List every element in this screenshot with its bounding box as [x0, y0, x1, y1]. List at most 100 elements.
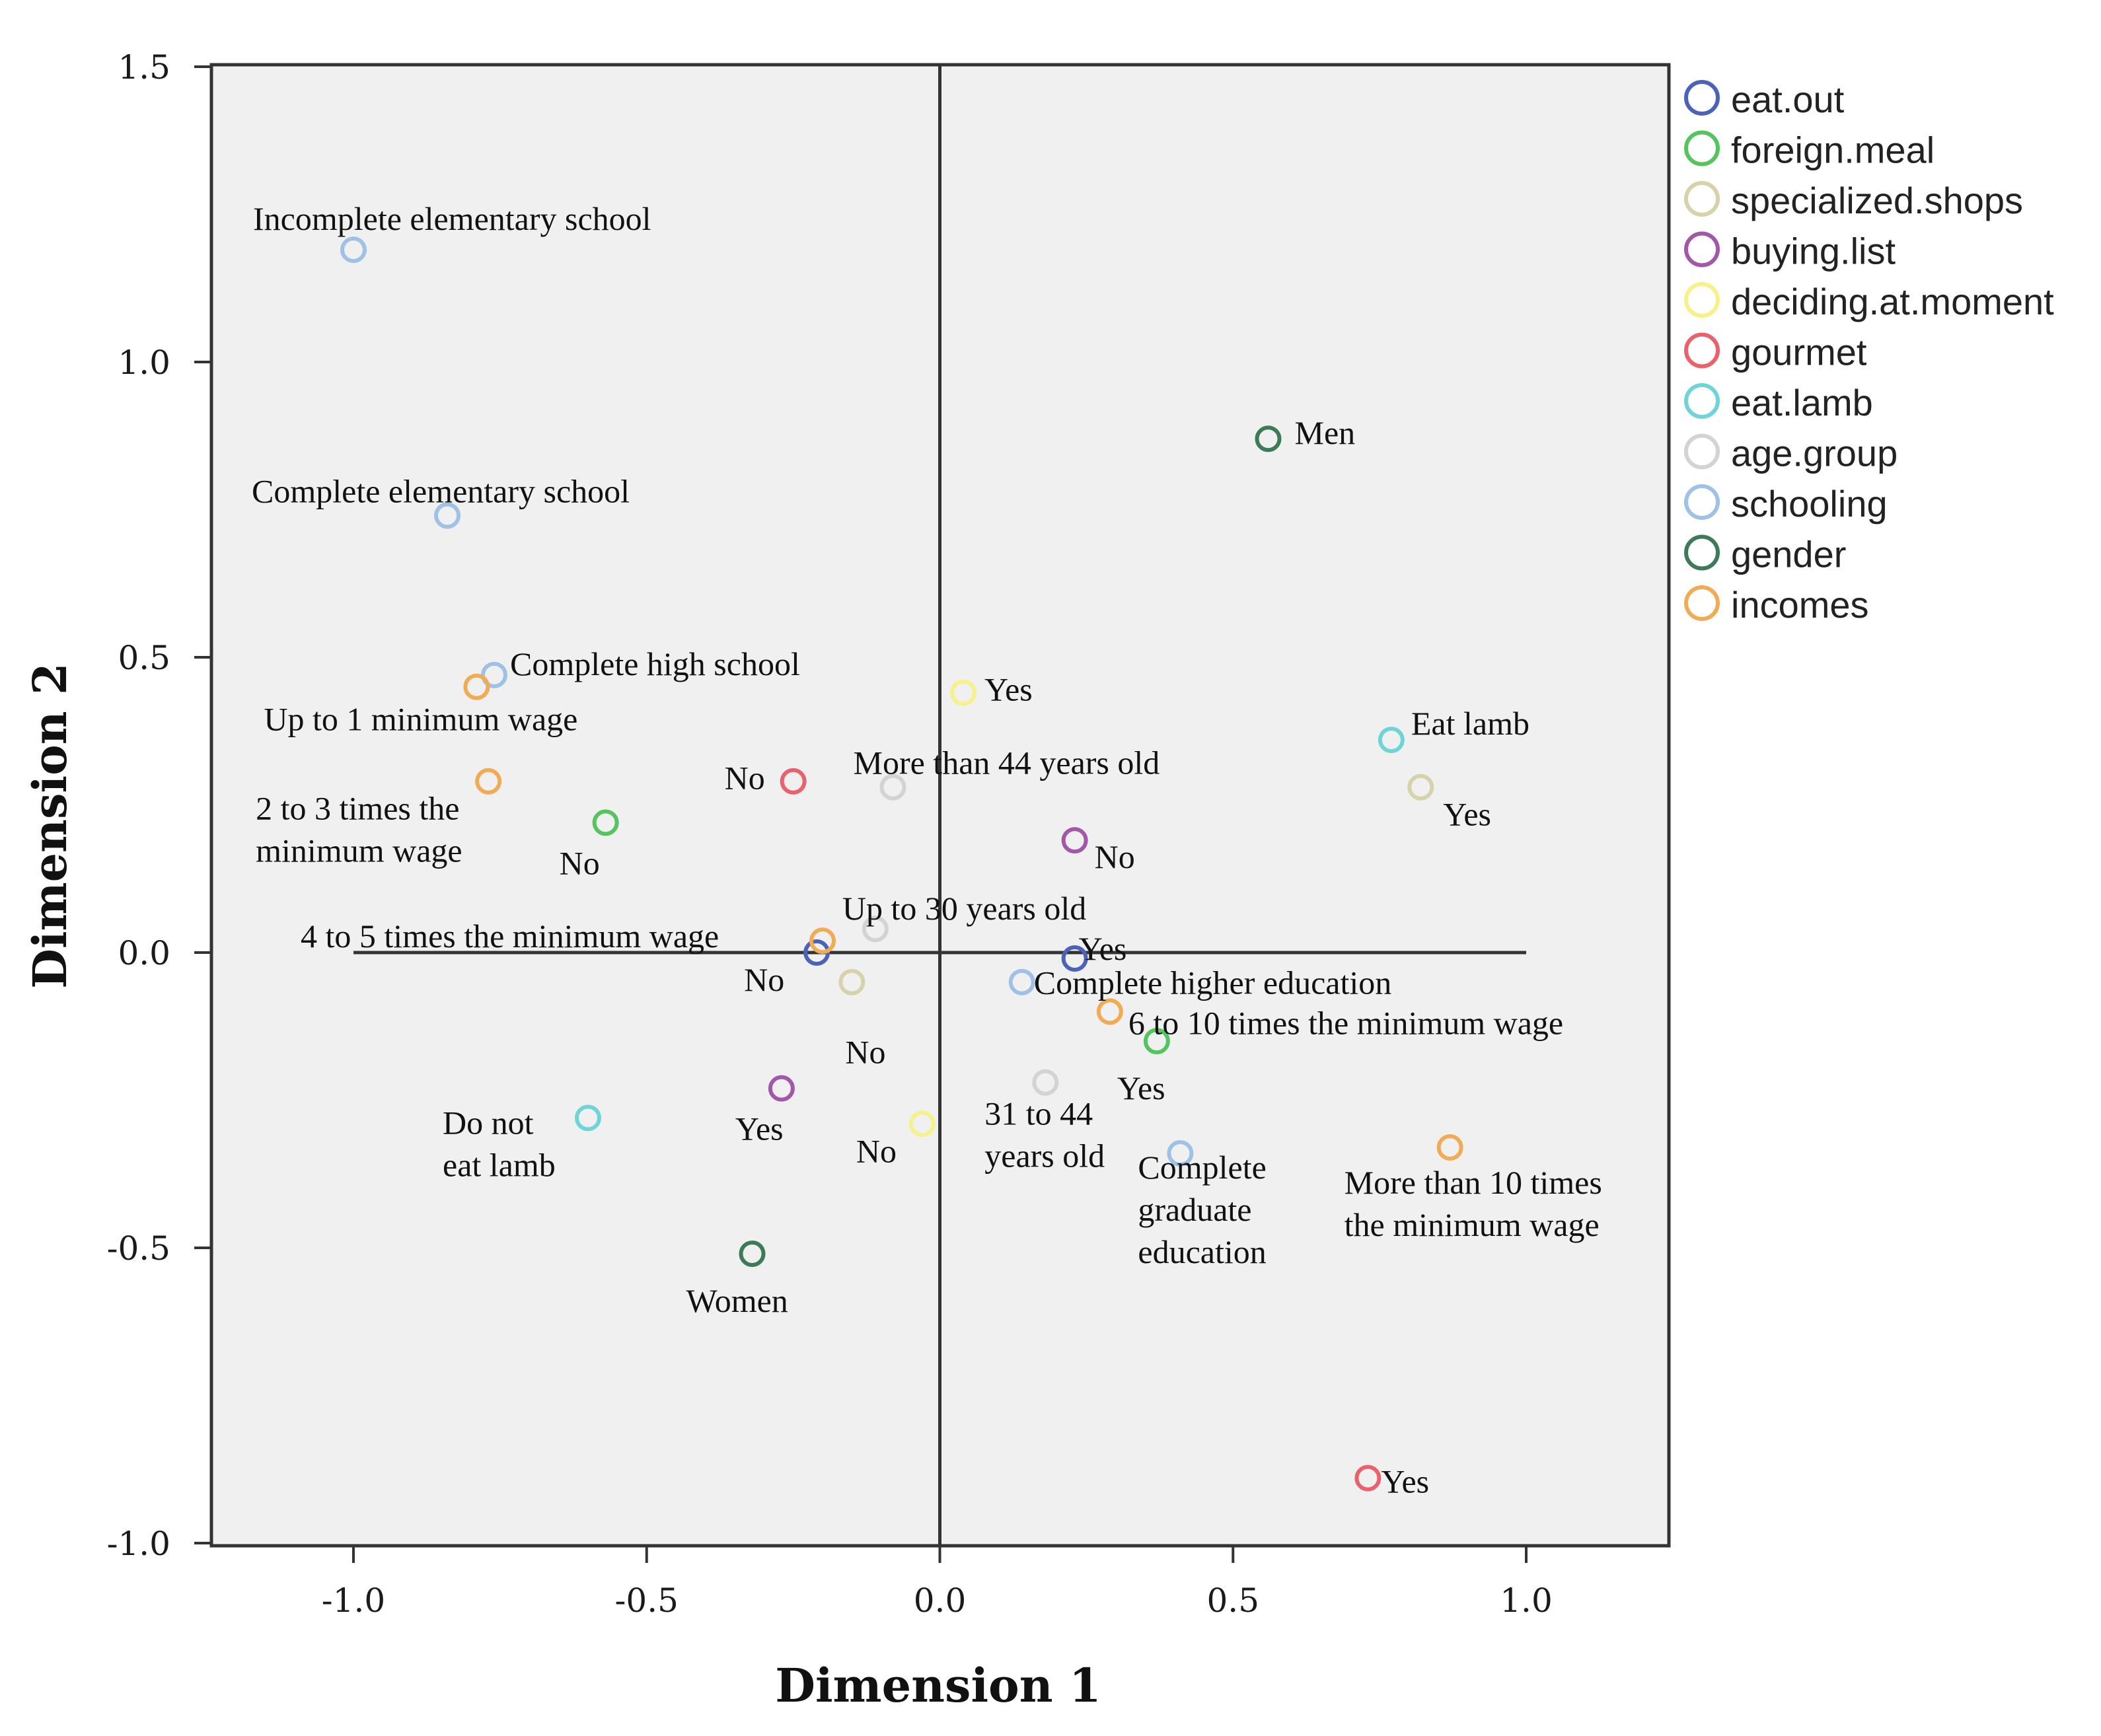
- point-label-incomes: More than 10 times: [1345, 1164, 1602, 1201]
- point-schooling-complete-high-school: [481, 661, 507, 688]
- legend: eat.out foreign.meal specialized.shops buyi…: [1684, 79, 2054, 626]
- point-specialized-shops-yes: [1407, 774, 1434, 801]
- point-label-incomes: 6 to 10 times the minimum wage: [1128, 1004, 1563, 1041]
- point-label-foreign-meal: Yes: [1117, 1069, 1165, 1106]
- legend-label-incomes: incomes: [1731, 584, 1869, 626]
- point-label-schooling: Complete elementary school: [252, 472, 630, 509]
- legend-label-eat-out: eat.out: [1731, 79, 1845, 120]
- legend-marker-specialized-shops: [1684, 181, 1720, 217]
- point-label-schooling: Complete high school: [510, 645, 800, 682]
- y-tick-label: 0.0: [118, 934, 170, 972]
- point-label-age-group: More than 44 years old: [854, 744, 1160, 781]
- data-points: [340, 236, 1463, 1492]
- legend-marker-eat-out: [1684, 80, 1720, 116]
- legend-marker-schooling: [1684, 484, 1720, 520]
- point-label-incomes: the minimum wage: [1345, 1206, 1600, 1243]
- point-incomes-4-to-5-times-the-minimum-wage: [809, 927, 836, 955]
- point-foreign-meal-yes: [1143, 1028, 1170, 1055]
- point-eat-out-yes: [1061, 945, 1088, 972]
- point-age-group-31-to-44-years-old: [1032, 1069, 1059, 1096]
- point-schooling-incomplete-elementary-school: [340, 236, 367, 264]
- point-label-foreign-meal: No: [560, 844, 600, 881]
- legend-marker-buying-list: [1684, 231, 1720, 268]
- legend-label-schooling: schooling: [1731, 483, 1888, 524]
- point-label-incomes: Up to 1 minimum wage: [264, 701, 577, 738]
- point-gourmet-no: [780, 768, 807, 795]
- legend-marker-incomes: [1684, 585, 1720, 621]
- legend-marker-foreign-meal: [1684, 130, 1720, 166]
- x-tick-label: 0.5: [1206, 1581, 1259, 1620]
- point-label-buying-list: No: [1095, 838, 1135, 875]
- point-gender-women: [739, 1240, 766, 1267]
- legend-label-gender: gender: [1731, 534, 1846, 575]
- point-label-eat-out: Yes: [1079, 930, 1127, 967]
- point-incomes-more-than-10-times-the-minimum-wage: [1436, 1134, 1463, 1161]
- point-labels: No Yes No Yes No Yes No Yes Yes No No Yes Eat lamb Do…: [252, 200, 1602, 1500]
- point-gender-men: [1255, 425, 1282, 452]
- point-label-specialized-shops: No: [845, 1034, 885, 1071]
- x-tick-label: 0.0: [914, 1581, 967, 1620]
- point-schooling-complete-elementary-school: [434, 502, 461, 529]
- legend-marker-gender: [1684, 534, 1720, 571]
- point-label-eat-lamb: Do not: [443, 1104, 534, 1141]
- point-incomes-2-to-3-times-the-minimum-wage: [475, 768, 502, 795]
- point-label-schooling: Complete: [1138, 1149, 1266, 1186]
- x-tick-label: -0.5: [615, 1581, 679, 1620]
- point-schooling-complete-higher-education: [1008, 968, 1035, 995]
- legend-label-specialized-shops: specialized.shops: [1731, 180, 2023, 221]
- point-age-group-more-than-44-years-old: [879, 774, 906, 801]
- point-label-eat-lamb: Eat lamb: [1411, 705, 1530, 742]
- legend-marker-age-group: [1684, 433, 1720, 470]
- point-label-gender: Women: [686, 1282, 788, 1319]
- point-label-eat-out: No: [744, 961, 784, 998]
- point-label-incomes: minimum wage: [256, 832, 462, 869]
- point-label-eat-lamb: eat lamb: [443, 1146, 556, 1183]
- x-tick-label: 1.0: [1500, 1581, 1553, 1620]
- point-schooling-complete-graduate-education: [1167, 1139, 1194, 1167]
- x-axis-title: Dimension 1: [775, 1658, 1101, 1713]
- point-label-age-group: years old: [984, 1138, 1105, 1175]
- point-foreign-meal-no: [592, 809, 619, 836]
- point-buying-list-no: [1061, 827, 1088, 854]
- point-incomes-6-to-10-times-the-minimum-wage: [1096, 998, 1123, 1025]
- point-label-schooling: graduate: [1138, 1191, 1251, 1228]
- y-tick-label: 1.5: [118, 48, 170, 87]
- point-buying-list-yes: [768, 1075, 795, 1102]
- y-tick-label: -1.0: [107, 1525, 170, 1563]
- point-label-age-group: Up to 30 years old: [842, 890, 1086, 927]
- point-gourmet-yes: [1354, 1465, 1382, 1492]
- y-axis-title: Dimension 2: [22, 663, 77, 988]
- legend-label-buying-list: buying.list: [1731, 231, 1896, 272]
- point-specialized-shops-no: [838, 968, 866, 995]
- point-label-incomes: 2 to 3 times the: [256, 790, 459, 827]
- point-deciding-at-moment-no: [908, 1110, 936, 1138]
- legend-label-eat-lamb: eat.lamb: [1731, 382, 1873, 423]
- point-label-buying-list: Yes: [735, 1110, 784, 1147]
- point-label-gourmet: No: [725, 760, 765, 797]
- point-incomes-up-to-1-minimum-wage: [463, 673, 490, 700]
- point-eat-lamb-do-not-eat-lamb: [575, 1104, 601, 1132]
- legend-marker-eat-lamb: [1684, 383, 1720, 419]
- y-tick-label: 1.0: [118, 344, 170, 382]
- point-age-group-up-to-30-years-old: [862, 916, 889, 943]
- point-label-incomes: 4 to 5 times the minimum wage: [301, 918, 719, 955]
- point-label-specialized-shops: Yes: [1443, 796, 1491, 833]
- point-eat-lamb-eat-lamb: [1378, 727, 1405, 754]
- x-tick-label: -1.0: [322, 1581, 385, 1620]
- point-label-deciding-at-moment: Yes: [984, 671, 1033, 708]
- point-label-schooling: Complete higher education: [1034, 964, 1392, 1001]
- point-label-schooling: Incomplete elementary school: [253, 200, 651, 237]
- point-label-deciding-at-moment: No: [856, 1132, 897, 1169]
- legend-label-age-group: age.group: [1731, 433, 1898, 474]
- point-deciding-at-moment-yes: [950, 679, 977, 706]
- reference-lines: [353, 65, 1526, 1546]
- legend-label-gourmet: gourmet: [1731, 332, 1867, 373]
- legend-label-deciding-at-moment: deciding.at.moment: [1731, 281, 2054, 322]
- point-label-schooling: education: [1138, 1233, 1266, 1270]
- y-tick-label: -0.5: [107, 1229, 170, 1268]
- legend-label-foreign-meal: foreign.meal: [1731, 129, 1935, 171]
- x-axis: -1.0 -0.5 0.0 0.5 1.0: [322, 1546, 1553, 1620]
- legend-marker-deciding-at-moment: [1684, 282, 1720, 318]
- point-label-gourmet: Yes: [1381, 1463, 1429, 1500]
